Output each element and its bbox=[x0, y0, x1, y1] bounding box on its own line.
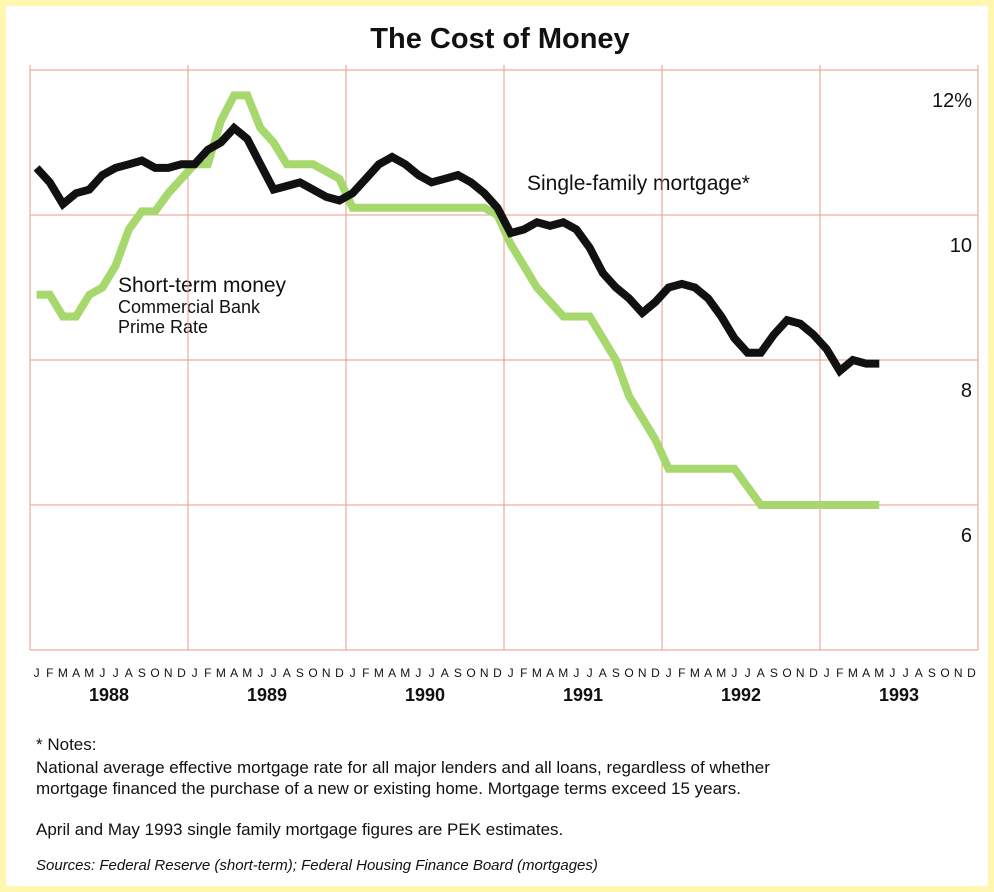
x-tick-label: J bbox=[271, 666, 277, 680]
y-tick-label: 8 bbox=[961, 380, 972, 402]
x-tick-label: O bbox=[466, 666, 475, 680]
x-tick-label: A bbox=[441, 666, 449, 680]
x-tick-label: M bbox=[242, 666, 252, 680]
x-tick-label: J bbox=[415, 666, 421, 680]
year-label: 1990 bbox=[405, 685, 445, 705]
x-tick-label: A bbox=[757, 666, 765, 680]
series-sublabel: Prime Rate bbox=[118, 317, 208, 337]
x-tick-label: O bbox=[940, 666, 949, 680]
x-tick-label: M bbox=[716, 666, 726, 680]
x-tick-label: F bbox=[836, 666, 843, 680]
series-line bbox=[36, 91, 880, 509]
x-tick-label: S bbox=[770, 666, 778, 680]
x-tick-label: J bbox=[889, 666, 895, 680]
x-tick-label: F bbox=[362, 666, 369, 680]
x-tick-label: D bbox=[809, 666, 818, 680]
x-tick-label: A bbox=[388, 666, 396, 680]
x-tick-label: O bbox=[624, 666, 633, 680]
x-tick-label: M bbox=[848, 666, 858, 680]
x-tick-label: F bbox=[46, 666, 53, 680]
x-tick-label: A bbox=[230, 666, 238, 680]
year-label: 1992 bbox=[721, 685, 761, 705]
year-label: 1993 bbox=[879, 685, 919, 705]
x-tick-label: A bbox=[599, 666, 607, 680]
chart-title: The Cost of Money bbox=[370, 23, 629, 55]
x-tick-label: S bbox=[928, 666, 936, 680]
x-tick-label: N bbox=[954, 666, 963, 680]
series-label: Short-term money bbox=[118, 274, 287, 297]
x-tick-label: J bbox=[903, 666, 909, 680]
x-tick-label: D bbox=[177, 666, 186, 680]
x-tick-label: S bbox=[296, 666, 304, 680]
notes-sources: Sources: Federal Reserve (short-term); F… bbox=[36, 857, 598, 874]
y-tick-label: 12% bbox=[932, 90, 972, 112]
x-tick-label: F bbox=[204, 666, 211, 680]
x-tick-label: J bbox=[824, 666, 830, 680]
x-tick-label: M bbox=[874, 666, 884, 680]
x-tick-label: S bbox=[612, 666, 620, 680]
x-tick-label: M bbox=[400, 666, 410, 680]
x-tick-label: J bbox=[573, 666, 579, 680]
x-tick-label: A bbox=[283, 666, 291, 680]
x-tick-label: D bbox=[651, 666, 660, 680]
y-tick-label: 6 bbox=[961, 525, 972, 547]
x-tick-label: M bbox=[532, 666, 542, 680]
x-tick-label: O bbox=[782, 666, 791, 680]
x-tick-label: M bbox=[374, 666, 384, 680]
x-tick-label: D bbox=[335, 666, 344, 680]
x-tick-label: J bbox=[745, 666, 751, 680]
series-sublabel: Commercial Bank bbox=[118, 297, 261, 317]
x-tick-label: N bbox=[480, 666, 489, 680]
x-tick-label: J bbox=[99, 666, 105, 680]
x-tick-label: A bbox=[125, 666, 133, 680]
x-tick-label: J bbox=[666, 666, 672, 680]
x-tick-label: F bbox=[520, 666, 527, 680]
x-tick-label: J bbox=[257, 666, 263, 680]
x-tick-label: J bbox=[113, 666, 119, 680]
x-tick-label: S bbox=[454, 666, 462, 680]
year-label: 1988 bbox=[89, 685, 129, 705]
series-label: Single-family mortgage* bbox=[527, 172, 750, 195]
notes-heading: * Notes: bbox=[36, 735, 96, 754]
x-tick-label: O bbox=[150, 666, 159, 680]
x-tick-label: M bbox=[690, 666, 700, 680]
x-tick-label: F bbox=[678, 666, 685, 680]
x-tick-label: N bbox=[322, 666, 331, 680]
x-tick-label: M bbox=[84, 666, 94, 680]
x-tick-label: M bbox=[58, 666, 68, 680]
x-tick-label: J bbox=[508, 666, 514, 680]
x-tick-label: J bbox=[350, 666, 356, 680]
y-tick-label: 10 bbox=[950, 235, 972, 257]
x-tick-label: D bbox=[967, 666, 976, 680]
x-tick-label: J bbox=[429, 666, 435, 680]
x-tick-label: D bbox=[493, 666, 502, 680]
notes-estimate: April and May 1993 single family mortgag… bbox=[36, 820, 563, 839]
notes-line: National average effective mortgage rate… bbox=[36, 758, 770, 777]
x-tick-label: N bbox=[796, 666, 805, 680]
x-tick-label: A bbox=[704, 666, 712, 680]
x-tick-label: M bbox=[558, 666, 568, 680]
x-tick-label: S bbox=[138, 666, 146, 680]
x-tick-label: A bbox=[862, 666, 870, 680]
x-tick-label: A bbox=[72, 666, 80, 680]
year-label: 1989 bbox=[247, 685, 287, 705]
x-tick-label: A bbox=[915, 666, 923, 680]
chart: The Cost of Money Single-family mortgage… bbox=[6, 6, 988, 886]
x-tick-label: O bbox=[308, 666, 317, 680]
series-line bbox=[33, 122, 880, 377]
notes-line: mortgage financed the purchase of a new … bbox=[36, 779, 741, 798]
x-tick-label: A bbox=[546, 666, 554, 680]
x-tick-label: J bbox=[34, 666, 40, 680]
x-tick-label: N bbox=[638, 666, 647, 680]
x-tick-label: M bbox=[216, 666, 226, 680]
x-tick-label: J bbox=[192, 666, 198, 680]
x-tick-label: J bbox=[587, 666, 593, 680]
year-label: 1991 bbox=[563, 685, 603, 705]
x-tick-label: J bbox=[731, 666, 737, 680]
x-tick-label: N bbox=[164, 666, 173, 680]
